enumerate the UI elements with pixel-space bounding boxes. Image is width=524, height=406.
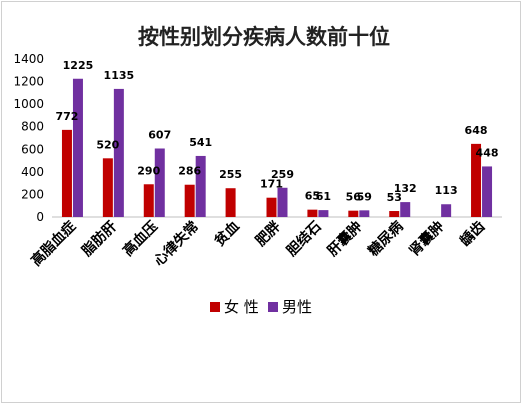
data-label: 1225 bbox=[63, 59, 94, 72]
y-tick-label: 1000 bbox=[13, 97, 44, 111]
y-axis: 0 200 400 600 800 1000 1200 1400 bbox=[13, 52, 502, 224]
bar-female bbox=[348, 210, 359, 217]
data-label: 648 bbox=[465, 124, 488, 137]
category-label: 贫血 bbox=[211, 218, 243, 250]
data-label: 132 bbox=[394, 182, 417, 195]
legend: 女 性 男性 bbox=[210, 298, 312, 316]
bar-female bbox=[471, 143, 482, 217]
data-label: 772 bbox=[55, 110, 78, 123]
legend-swatch bbox=[210, 302, 220, 312]
bar-male bbox=[195, 155, 206, 217]
data-label: 286 bbox=[178, 165, 201, 178]
data-label: 520 bbox=[96, 138, 119, 151]
category-label: 脂肪肝 bbox=[78, 218, 120, 260]
legend-label: 男性 bbox=[282, 298, 312, 316]
data-label: 448 bbox=[476, 146, 499, 159]
y-tick-label: 1400 bbox=[13, 52, 44, 66]
legend-label: 女 性 bbox=[224, 298, 259, 316]
legend-swatch bbox=[268, 302, 278, 312]
bar-male bbox=[482, 166, 493, 217]
y-tick-label: 800 bbox=[21, 120, 44, 134]
bar-male bbox=[277, 187, 288, 217]
y-tick-label: 0 bbox=[36, 210, 44, 224]
data-label: 171 bbox=[260, 178, 283, 191]
chart-title: 按性别划分疾病人数前十位 bbox=[138, 25, 390, 49]
bars bbox=[61, 78, 493, 218]
data-label: 259 bbox=[271, 168, 294, 181]
data-label: 255 bbox=[219, 168, 242, 181]
data-label: 59 bbox=[357, 190, 372, 203]
category-label: 肝囊肿 bbox=[324, 218, 366, 260]
data-label: 56 bbox=[346, 191, 362, 204]
bar-female bbox=[102, 158, 113, 217]
category-label: 胆结石 bbox=[283, 218, 325, 260]
category-label: 心律失常 bbox=[150, 218, 202, 270]
bar-female bbox=[389, 211, 400, 217]
data-label: 113 bbox=[435, 184, 458, 197]
data-label: 61 bbox=[316, 190, 331, 203]
data-label: 1135 bbox=[104, 69, 135, 82]
bar-male bbox=[72, 78, 83, 217]
y-tick-label: 1200 bbox=[13, 75, 44, 89]
category-label: 龋齿 bbox=[457, 218, 489, 250]
bar-female bbox=[225, 188, 236, 217]
data-label: 290 bbox=[137, 164, 160, 177]
y-tick-label: 200 bbox=[21, 187, 44, 201]
bar-female bbox=[184, 184, 195, 217]
category-label: 糖尿病 bbox=[365, 218, 407, 260]
category-label: 高脂血症 bbox=[28, 218, 80, 270]
data-label: 53 bbox=[387, 191, 402, 204]
y-tick-label: 400 bbox=[21, 165, 44, 179]
bar-female bbox=[143, 184, 154, 217]
bar-female bbox=[266, 197, 277, 217]
bar-male bbox=[359, 210, 370, 217]
bar-male bbox=[154, 148, 165, 217]
data-label: 65 bbox=[305, 190, 320, 203]
bar-male bbox=[441, 204, 452, 217]
bar-female bbox=[307, 209, 318, 217]
y-tick-label: 600 bbox=[21, 142, 44, 156]
category-label: 肥胖 bbox=[252, 218, 284, 250]
data-label: 541 bbox=[189, 136, 212, 149]
bar-male bbox=[400, 202, 411, 217]
category-label: 肾囊肿 bbox=[406, 218, 448, 260]
bar-female bbox=[61, 129, 72, 217]
bar-male bbox=[113, 88, 124, 218]
data-label: 607 bbox=[148, 128, 171, 141]
bar-male bbox=[318, 210, 329, 217]
